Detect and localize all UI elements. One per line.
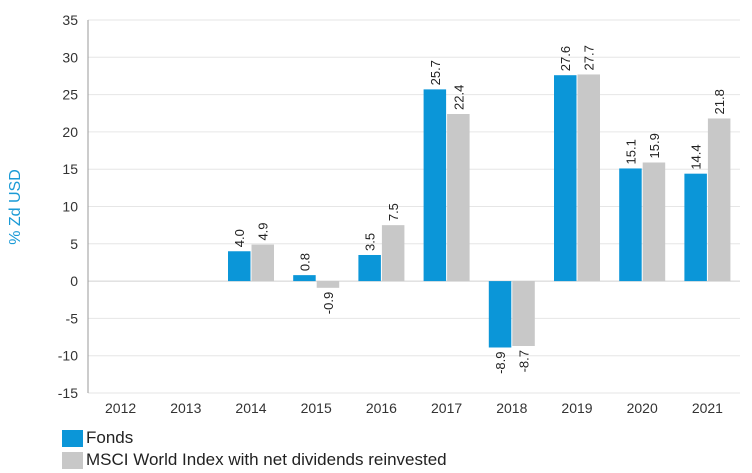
bar-msci-world xyxy=(447,113,470,282)
bar-fonds xyxy=(423,89,447,282)
bar-fonds xyxy=(358,254,381,282)
data-label: 27.7 xyxy=(582,45,597,70)
y-tick-label: 35 xyxy=(62,12,78,28)
bar-fonds xyxy=(684,173,707,282)
data-label: 3.5 xyxy=(363,233,378,251)
gridlines xyxy=(88,19,740,394)
y-tick-label: 0 xyxy=(70,273,78,289)
data-label: 15.9 xyxy=(647,133,662,158)
legend: Fonds MSCI World Index with net dividend… xyxy=(62,427,447,471)
bar-fonds xyxy=(619,168,642,282)
x-tick-label: 2012 xyxy=(105,400,136,416)
data-label: 4.9 xyxy=(256,222,271,240)
data-label: 27.6 xyxy=(558,46,573,71)
bars xyxy=(228,74,731,348)
legend-swatch-fonds xyxy=(62,429,83,447)
bar-fonds xyxy=(293,275,316,282)
data-label: -8.9 xyxy=(493,351,508,373)
legend-label-fonds: Fonds xyxy=(86,428,134,447)
data-label: 15.1 xyxy=(623,139,638,164)
y-tick-label: 30 xyxy=(62,49,78,65)
y-tick-label: 10 xyxy=(62,199,78,215)
data-labels: 4.0 0.8 3.5 25.7 -8.9 27.6 15.1 14.4 4.9 -0.9 7.5 2… xyxy=(232,45,727,374)
y-axis-ticks: -15 -10 -5 0 5 10 15 20 25 30 35 xyxy=(58,12,78,401)
y-tick-label: 25 xyxy=(62,87,78,103)
data-label: 25.7 xyxy=(428,60,443,85)
data-label: 14.4 xyxy=(689,144,704,169)
x-tick-label: 2021 xyxy=(692,400,723,416)
legend-swatch-msci-world xyxy=(62,451,83,469)
x-tick-label: 2013 xyxy=(170,400,201,416)
y-tick-label: -10 xyxy=(58,348,78,364)
x-tick-label: 2016 xyxy=(366,400,397,416)
bar-fonds xyxy=(228,251,251,282)
data-label: 22.4 xyxy=(451,85,466,110)
y-tick-label: 20 xyxy=(62,124,78,140)
bar-msci-world xyxy=(251,244,274,282)
bar-fonds xyxy=(488,281,512,348)
y-tick-label: 5 xyxy=(70,236,78,252)
x-tick-label: 2018 xyxy=(496,400,527,416)
bar-msci-world xyxy=(316,281,340,288)
legend-item-msci-world: MSCI World Index with net dividends rein… xyxy=(62,449,447,471)
data-label: 21.8 xyxy=(712,89,727,114)
x-tick-label: 2019 xyxy=(561,400,592,416)
legend-label-msci-world: MSCI World Index with net dividends rein… xyxy=(86,450,447,469)
x-tick-label: 2014 xyxy=(235,400,266,416)
x-tick-label: 2020 xyxy=(627,400,658,416)
bar-msci-world xyxy=(577,74,600,282)
data-label: 4.0 xyxy=(232,229,247,247)
y-axis-label: % Zd USD xyxy=(7,169,24,245)
data-label: -0.9 xyxy=(321,292,336,314)
x-tick-label: 2017 xyxy=(431,400,462,416)
data-label: -8.7 xyxy=(517,350,532,372)
y-tick-label: 15 xyxy=(62,161,78,177)
legend-item-fonds: Fonds xyxy=(62,427,447,449)
y-tick-label: -15 xyxy=(58,385,78,401)
bar-msci-world xyxy=(642,162,666,282)
data-label: 0.8 xyxy=(297,253,312,271)
data-label: 7.5 xyxy=(386,203,401,221)
x-tick-label: 2015 xyxy=(301,400,332,416)
bar-msci-world xyxy=(381,225,405,282)
y-tick-label: -5 xyxy=(66,310,79,326)
bar-fonds xyxy=(554,75,577,282)
x-axis-ticks: 2012 2013 2014 2015 2016 2017 2018 2019 2020 2021 xyxy=(105,400,723,416)
bar-msci-world xyxy=(512,281,535,347)
bar-msci-world xyxy=(707,118,731,282)
